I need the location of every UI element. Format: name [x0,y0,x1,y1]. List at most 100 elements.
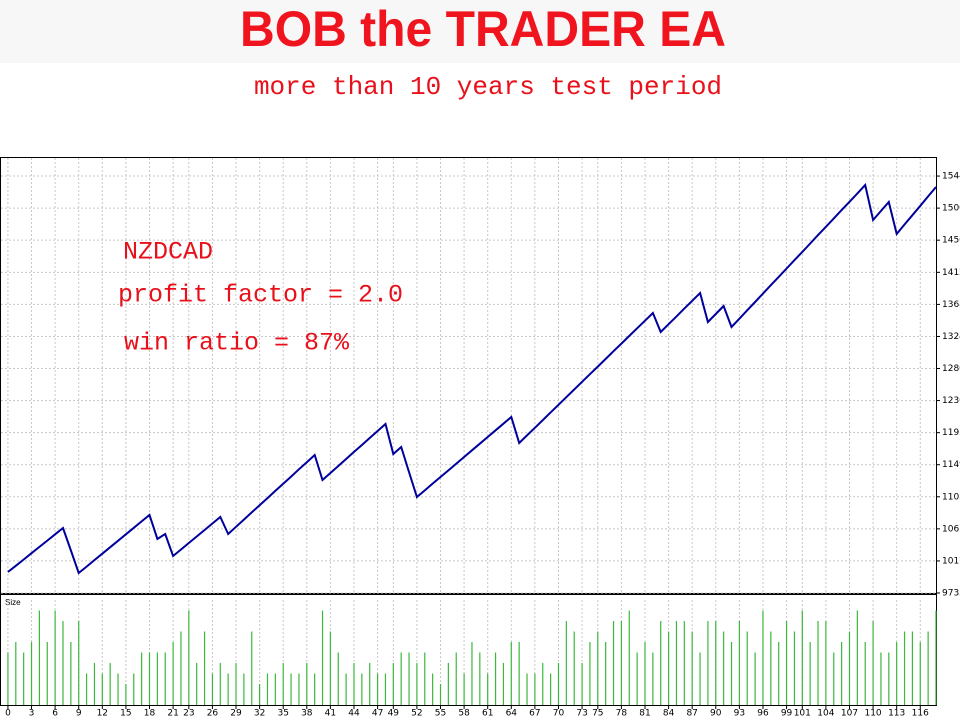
size-bar [369,663,371,705]
size-bar [793,631,796,705]
x-tick-label: 21 [167,709,178,719]
size-bar [15,642,17,705]
x-tick-label: 73 [576,709,587,719]
size-bar [188,610,190,705]
size-bar [880,652,882,705]
size-bar [298,673,300,705]
size-bar [337,652,339,705]
size-bar [251,631,253,705]
size-bar [306,663,308,705]
size-bar [636,652,638,705]
size-bar [762,610,764,705]
size-bar [282,663,284,705]
x-tick-label: 12 [97,709,108,719]
size-bar [557,663,560,705]
size-bar [235,663,237,705]
size-bar [345,673,347,705]
size-bar [7,652,9,705]
size-bar [652,652,654,705]
size-bar [38,610,40,705]
size-bar [243,673,245,705]
x-tick-label: 113 [888,709,905,719]
size-bar [447,663,449,705]
size-bar [573,631,575,705]
y-tick-label: 10174 [942,556,960,566]
title-band [0,0,960,63]
size-bar [109,663,111,705]
size-bar [715,621,717,705]
page-title: BOB the TRADER EA [240,1,726,57]
size-bar [93,663,96,705]
x-tick-label: 44 [348,709,360,719]
y-tick-label: 12808 [942,364,960,374]
size-bar [314,673,316,705]
x-tick-label: 101 [794,709,811,719]
x-tick-label: 0 [5,709,11,719]
size-bar [125,684,127,705]
size-bar [148,652,151,705]
size-bar [46,642,48,705]
y-tick-label: 11491 [942,460,960,470]
x-tick-label: 75 [592,709,603,719]
x-tick-label: 35 [277,709,288,719]
size-bar [180,631,182,705]
size-bar [589,642,591,705]
size-bar [644,642,646,705]
x-tick-label: 110 [864,709,881,719]
x-tick-label: 52 [411,709,422,719]
y-tick-label: 10613 [942,524,960,534]
x-tick-label: 90 [710,709,722,719]
size-bar [935,610,937,705]
x-tick-label: 47 [372,709,383,719]
size-bar [801,610,803,705]
size-bar [101,673,103,705]
size-bar [30,642,33,705]
size-panel [0,594,937,706]
size-bar [746,631,748,705]
size-bar [141,652,143,705]
size-bar [479,652,481,705]
size-bar [667,631,670,705]
size-bar [620,621,623,705]
x-tick-label: 3 [29,709,35,719]
size-bar [54,610,56,705]
size-bar [841,642,843,705]
size-bar [699,652,701,705]
x-tick-label: 70 [553,709,565,719]
size-bar [809,642,811,705]
size-bar [738,621,740,705]
size-bar [927,631,929,705]
x-tick-label: 15 [120,709,131,719]
y-tick-label: 15004 [942,204,960,214]
size-bar [274,673,276,705]
size-bar [259,684,261,705]
size-bar [534,673,536,705]
size-bar [196,663,198,705]
size-bar [400,652,402,705]
size-bar [439,684,442,705]
size-bar [856,610,858,705]
size-bar [117,673,119,705]
x-tick-label: 41 [325,709,336,719]
size-bar [487,673,489,705]
size-bar [565,621,567,705]
size-bar [266,673,269,705]
size-bar [416,663,418,705]
size-bar [691,631,693,705]
y-tick-label: 11930 [942,428,960,438]
size-bar [392,663,394,705]
y-tick-label: 13686 [942,300,960,310]
x-tick-label: 38 [301,709,313,719]
size-bar [848,631,851,705]
size-bar [510,642,512,705]
size-bar [778,642,780,705]
y-tick-label: 13247 [942,332,960,342]
y-tick-label: 14565 [942,236,960,246]
size-bar [550,673,552,705]
size-bar [825,621,827,705]
x-tick-label: 81 [639,709,650,719]
annotation: profit factor = 2.0 [118,281,403,310]
size-bar [471,642,473,705]
size-bar [432,673,434,705]
